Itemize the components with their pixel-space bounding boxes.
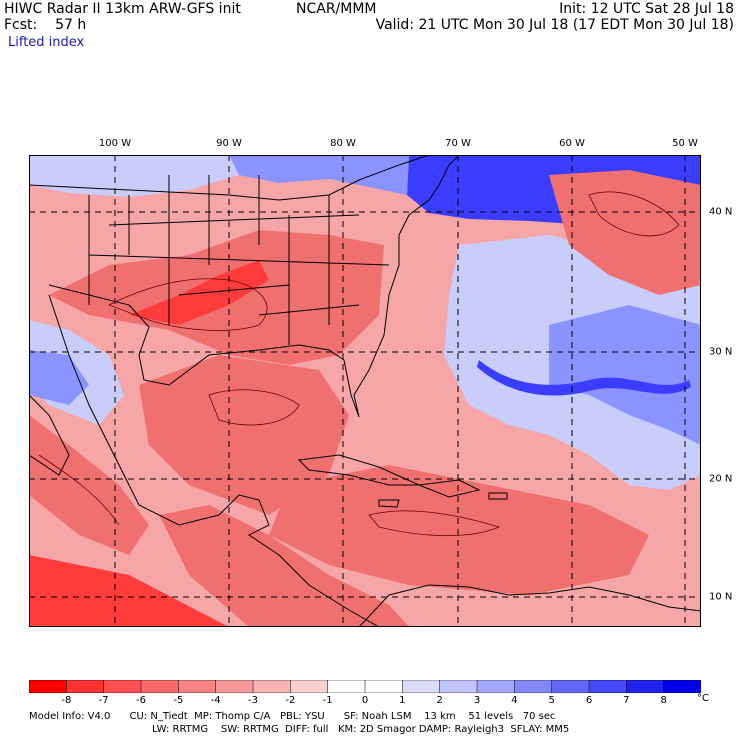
colorbar-swatch	[327, 680, 366, 693]
init-time: Init: 12 UTC Sat 28 Jul 18	[559, 1, 734, 17]
contour-line-1	[108, 278, 268, 331]
colorbar	[29, 680, 701, 693]
colorbar-tick-label: 4	[511, 695, 518, 706]
colorbar-swatch	[215, 680, 254, 693]
lon-label-70w: 70 W	[445, 138, 471, 149]
stable-region-east-atlantic	[549, 305, 701, 445]
lifted-index-map	[29, 155, 701, 627]
colorbar-swatch	[476, 680, 516, 693]
colorbar-tick-label: -2	[285, 695, 296, 706]
stable-region-north-fringe	[229, 155, 409, 195]
cuba-outline	[297, 454, 420, 486]
colorbar-swatch	[290, 680, 329, 693]
mexico-coastline	[48, 294, 380, 627]
footer-physics-info: LW: RRTMG SW: RRTMG DIFF: full KM: 2D Sm…	[152, 724, 570, 735]
lat-label-10n: 10 N	[709, 591, 733, 603]
colorbar-swatch	[140, 680, 180, 693]
land-outlines	[29, 155, 701, 627]
forecast-label: Fcst:	[4, 17, 38, 33]
colorbar-unit: °C	[697, 693, 709, 704]
map-frame	[29, 155, 701, 627]
contours	[38, 191, 680, 537]
colorbar-tick-label: -3	[248, 695, 258, 706]
jamaica-outline	[378, 499, 400, 508]
colorbar-swatch	[663, 680, 701, 693]
colorbar-swatch	[103, 680, 142, 693]
unstable-region-northeast-atlantic	[549, 170, 701, 295]
colorbar-tick-label: -6	[136, 695, 146, 706]
colorbar-tick-label: 0	[361, 695, 369, 706]
stable-region-pacific	[29, 350, 89, 405]
colorbar-tick-label: 7	[623, 695, 630, 706]
south-america-coastline	[358, 584, 701, 627]
lon-label-50w: 50 W	[672, 138, 698, 149]
lon-label-80w: 80 W	[330, 138, 356, 149]
colorbar-swatch	[178, 680, 217, 693]
unstable-core-south-central	[129, 260, 269, 325]
colorbar-tick-label: -1	[322, 695, 333, 706]
footer-model-info: Model Info: V4.0 CU: N_Tiedt MP: Thomp C…	[29, 711, 556, 722]
lon-label-60w: 60 W	[559, 138, 585, 149]
field-name: Lifted index	[8, 35, 85, 50]
unstable-region-eastern-pacific	[29, 555, 229, 627]
colorbar-tick-label: 8	[660, 695, 667, 706]
lon-label-90w: 90 W	[216, 138, 242, 149]
lat-label-30n: 30 N	[709, 346, 733, 358]
colorbar-tick-label: 1	[399, 695, 406, 706]
forecast-line: Fcst: 57 h	[4, 17, 86, 34]
contour-line-5	[38, 454, 120, 526]
colorbar-tick-label: -8	[61, 695, 72, 706]
colorbar-swatch	[626, 680, 665, 693]
colorbar-tick-label: 2	[436, 695, 443, 706]
colorbar-swatch	[66, 680, 105, 693]
colorbar-tick-label: -5	[173, 695, 184, 706]
colorbar-tick-label: 5	[548, 695, 555, 706]
canada-border	[29, 155, 430, 201]
lon-label-100w: 100 W	[98, 138, 132, 149]
hispaniola-outline	[418, 479, 481, 498]
colorbar-tick-label: -7	[98, 695, 109, 706]
colorbar-tick-label: 6	[585, 695, 593, 706]
colorbar-swatch	[402, 680, 441, 693]
graticule	[29, 155, 701, 627]
model-title: HIWC Radar II 13km ARW-GFS init	[4, 1, 241, 17]
unstable-region-pacific-mexico	[29, 415, 149, 555]
us-gulf-coastline	[48, 155, 460, 418]
unstable-region-caribbean	[269, 465, 649, 595]
lat-label-40n: 40 N	[709, 206, 733, 218]
colorbar-swatch	[439, 680, 478, 693]
stable-band-atlantic	[477, 360, 691, 396]
colorbar-swatch	[29, 680, 68, 693]
colorbar-swatch	[364, 680, 404, 693]
colorbar-swatch	[551, 680, 590, 693]
colorbar-swatch	[588, 680, 628, 693]
unstable-region-gulf	[139, 355, 349, 515]
colorbar-swatch	[514, 680, 553, 693]
contour-line-2	[208, 389, 300, 426]
state-borders	[88, 175, 390, 345]
valid-time: Valid: 21 UTC Mon 30 Jul 18 (17 EDT Mon …	[375, 17, 734, 33]
baja-coastline	[29, 394, 70, 476]
colorbar-swatch	[252, 680, 292, 693]
lat-label-20n: 20 N	[709, 473, 733, 485]
forecast-hours: 57 h	[55, 17, 87, 33]
puerto-rico-outline	[488, 492, 508, 500]
colorbar-tick-label: -4	[210, 695, 221, 706]
center-name: NCAR/MMM	[296, 1, 377, 17]
contour-line-3	[368, 510, 501, 537]
contour-line-4	[588, 191, 680, 237]
stable-region-northwest	[29, 155, 239, 197]
colorbar-tick-label: 3	[473, 695, 481, 706]
